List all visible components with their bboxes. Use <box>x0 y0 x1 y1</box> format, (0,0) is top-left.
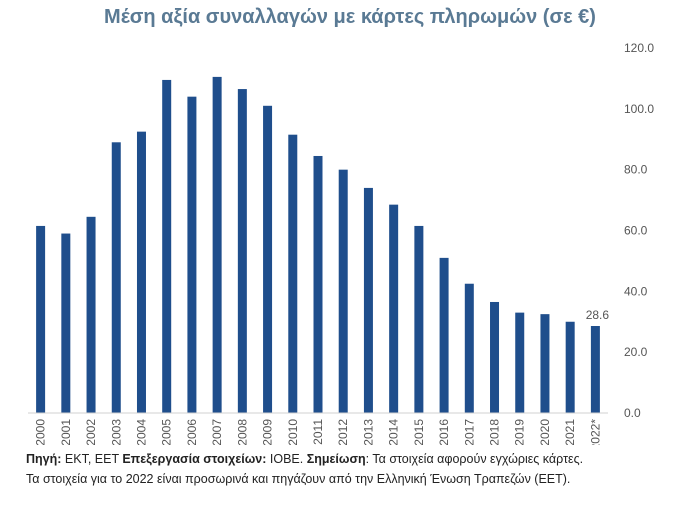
bar-2019 <box>515 312 525 413</box>
x-tick-label: 2002 <box>84 419 98 445</box>
note-text: : Τα στοιχεία αφορούν εγχώριες κάρτες. <box>365 452 584 466</box>
x-tick-label: 2014 <box>387 419 401 445</box>
bar-2006 <box>187 96 197 414</box>
y-tick-label: 100.0 <box>624 102 654 116</box>
data-label: 28.6 <box>586 308 610 322</box>
y-tick-label: 40.0 <box>624 284 648 298</box>
footer-line-1: Πηγή: ΕΚΤ, ΕΕΤ Επεξεργασία στοιχείων: ΙΟ… <box>26 449 686 469</box>
x-tick-label: 2003 <box>109 419 123 445</box>
note-label: Σημείωση <box>306 452 366 466</box>
x-tick-label: 2018 <box>488 419 502 445</box>
x-tick-label: 2021 <box>563 419 577 445</box>
x-axis-ticks: 2000 2001 2002 2003 2004 2005 2006 2007 2008 2009… <box>34 419 603 445</box>
x-tick-label: 2000 <box>34 419 48 445</box>
x-tick-label: 2011 <box>311 419 325 445</box>
x-tick-label: 2006 <box>185 419 199 445</box>
x-tick-label: 2017 <box>462 419 476 445</box>
x-tick-label: 2010 <box>286 419 300 445</box>
x-tick-label: 2008 <box>235 419 249 445</box>
bars-group <box>36 76 600 414</box>
bar-2003 <box>111 142 121 413</box>
bar-2016 <box>439 257 449 413</box>
bar-2014 <box>389 204 399 413</box>
bar-2018 <box>490 301 500 413</box>
bar-2002 <box>86 216 96 413</box>
bar-2017 <box>464 283 474 413</box>
x-tick-label: 2022* <box>588 419 602 445</box>
y-tick-label: 80.0 <box>624 163 648 177</box>
bar-2001 <box>61 233 71 413</box>
bar-2013 <box>363 187 373 413</box>
bar-2010 <box>288 134 298 413</box>
bar-2020 <box>540 314 550 413</box>
processing-text: ΙΟΒΕ. <box>266 452 307 466</box>
y-tick-label: 20.0 <box>624 345 648 359</box>
chart-title: Μέση αξία συναλλαγών με κάρτες πληρωμών … <box>104 6 596 28</box>
y-tick-label: 60.0 <box>624 224 648 238</box>
processing-label: Επεξεργασία στοιχείων: <box>122 452 267 466</box>
bar-2012 <box>338 169 348 413</box>
x-tick-label: 2012 <box>336 419 350 445</box>
bar-2008 <box>237 89 247 413</box>
bar-2011 <box>313 155 323 413</box>
bar-2007 <box>212 76 222 413</box>
x-tick-label: 2020 <box>538 419 552 445</box>
bar-2000 <box>36 225 46 413</box>
footer-line-2: Τα στοιχεία για το 2022 είναι προσωρινά … <box>26 472 571 486</box>
data-labels: 28.6 <box>586 308 610 322</box>
y-tick-label: 120.0 <box>624 41 654 55</box>
x-tick-label: 2007 <box>210 419 224 445</box>
bar-2009 <box>263 105 273 414</box>
bar-2005 <box>162 79 172 413</box>
x-tick-label: 2016 <box>437 419 451 445</box>
x-tick-label: 2001 <box>59 419 73 445</box>
x-tick-label: 2004 <box>134 419 148 445</box>
x-tick-label: 2019 <box>513 419 527 445</box>
source-text: ΕΚΤ, ΕΕΤ <box>61 452 123 466</box>
bar-2015 <box>414 225 424 413</box>
x-tick-label: 2015 <box>412 419 426 445</box>
bar-2004 <box>136 131 146 414</box>
source-label: Πηγή: <box>26 452 62 466</box>
x-tick-label: 2013 <box>361 419 375 445</box>
chart-footer: Πηγή: ΕΚΤ, ΕΕΤ Επεξεργασία στοιχείων: ΙΟ… <box>26 449 686 489</box>
y-tick-label: 0.0 <box>624 406 641 420</box>
x-tick-label: 2005 <box>160 419 174 445</box>
y-axis-ticks: 0.0 20.0 40.0 60.0 80.0 100.0 120.0 <box>624 41 654 420</box>
x-tick-label: 2009 <box>261 419 275 445</box>
bar-2022* <box>590 326 600 413</box>
bar-2021 <box>565 321 575 413</box>
